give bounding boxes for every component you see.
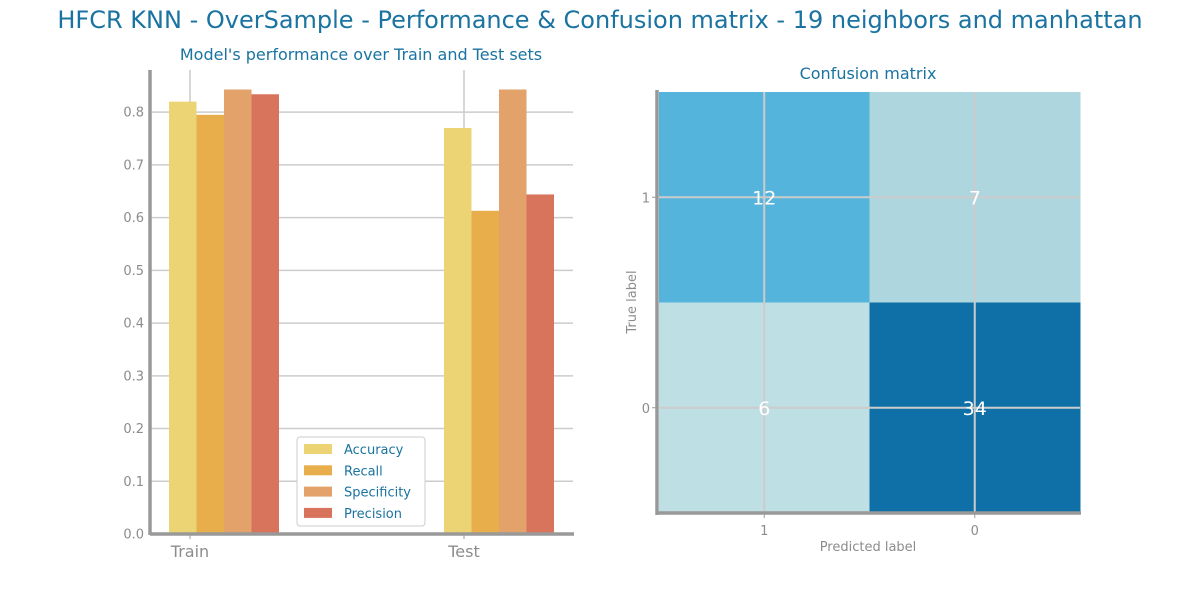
cm-x-tick-label: 1 [760,524,768,539]
bar-train-specificity [224,89,252,534]
figure-title: HFCR KNN - OverSample - Performance & Co… [57,6,1143,34]
cm-x-tick-label: 0 [971,524,979,539]
bar-y-tick-label: 0.6 [123,211,144,226]
bar-train-recall [196,114,224,535]
confusion-matrix-panel: Confusion matrix 12 7 6 34 1 0 1 0 Predicted l… [625,64,1081,555]
confusion-matrix-cells [659,92,1081,514]
bar-y-tick-label: 0.3 [123,369,144,384]
legend-swatch-specificity [304,486,332,497]
bar-y-tick-label: 0.1 [123,475,144,490]
bar-chart-y-ticks: 0.0 0.1 0.2 0.3 0.4 0.5 0.6 0.7 0.8 [123,106,144,543]
confusion-matrix-gridlines [659,92,1080,513]
bar-test-recall [471,210,499,535]
bar-x-tick-label-train: Train [170,542,209,561]
bar-chart-legend: Accuracy Recall Specificity Precision [296,436,426,527]
bar-x-tick-label-test: Test [447,542,480,561]
bar-chart-title: Model's performance over Train and Test … [180,45,542,64]
cm-value-label: 7 [969,187,981,209]
bar-y-tick-label: 0.2 [123,422,144,437]
cm-y-tick-label: 1 [642,191,650,206]
bar-chart-panel: Model's performance over Train and Test … [123,45,574,561]
confusion-matrix-title: Confusion matrix [800,64,937,83]
legend-label-accuracy: Accuracy [344,443,404,458]
legend-label-recall: Recall [344,464,383,479]
legend-box [296,436,426,527]
bar-y-tick-label: 0.5 [123,264,144,279]
bar-y-tick-label: 0.8 [123,106,144,121]
bar-test-specificity [499,89,527,534]
cm-value-label: 34 [963,398,987,420]
cm-value-label: 12 [752,187,776,209]
legend-label-precision: Precision [344,507,402,522]
legend-label-specificity: Specificity [344,486,411,501]
bar-train-accuracy [169,101,197,535]
cm-value-label: 6 [758,398,770,420]
legend-swatch-accuracy [304,444,332,454]
bar-y-tick-label: 0.7 [123,158,144,173]
bar-y-tick-label: 0.0 [123,528,144,543]
bar-chart-x-ticks: Train Test [170,534,480,561]
confusion-matrix-values: 12 7 6 34 [752,187,987,420]
legend-swatch-recall [304,465,332,476]
bar-train-precision [251,94,279,534]
confusion-matrix-ylabel: True label [625,270,640,334]
legend-swatch-precision [304,507,332,518]
bar-test-precision [526,194,554,534]
cm-y-tick-label: 0 [642,402,650,417]
bar-test-accuracy [444,128,472,534]
confusion-matrix-xlabel: Predicted label [820,540,917,555]
bar-chart-bars [169,89,554,535]
bar-y-tick-label: 0.4 [123,317,144,332]
